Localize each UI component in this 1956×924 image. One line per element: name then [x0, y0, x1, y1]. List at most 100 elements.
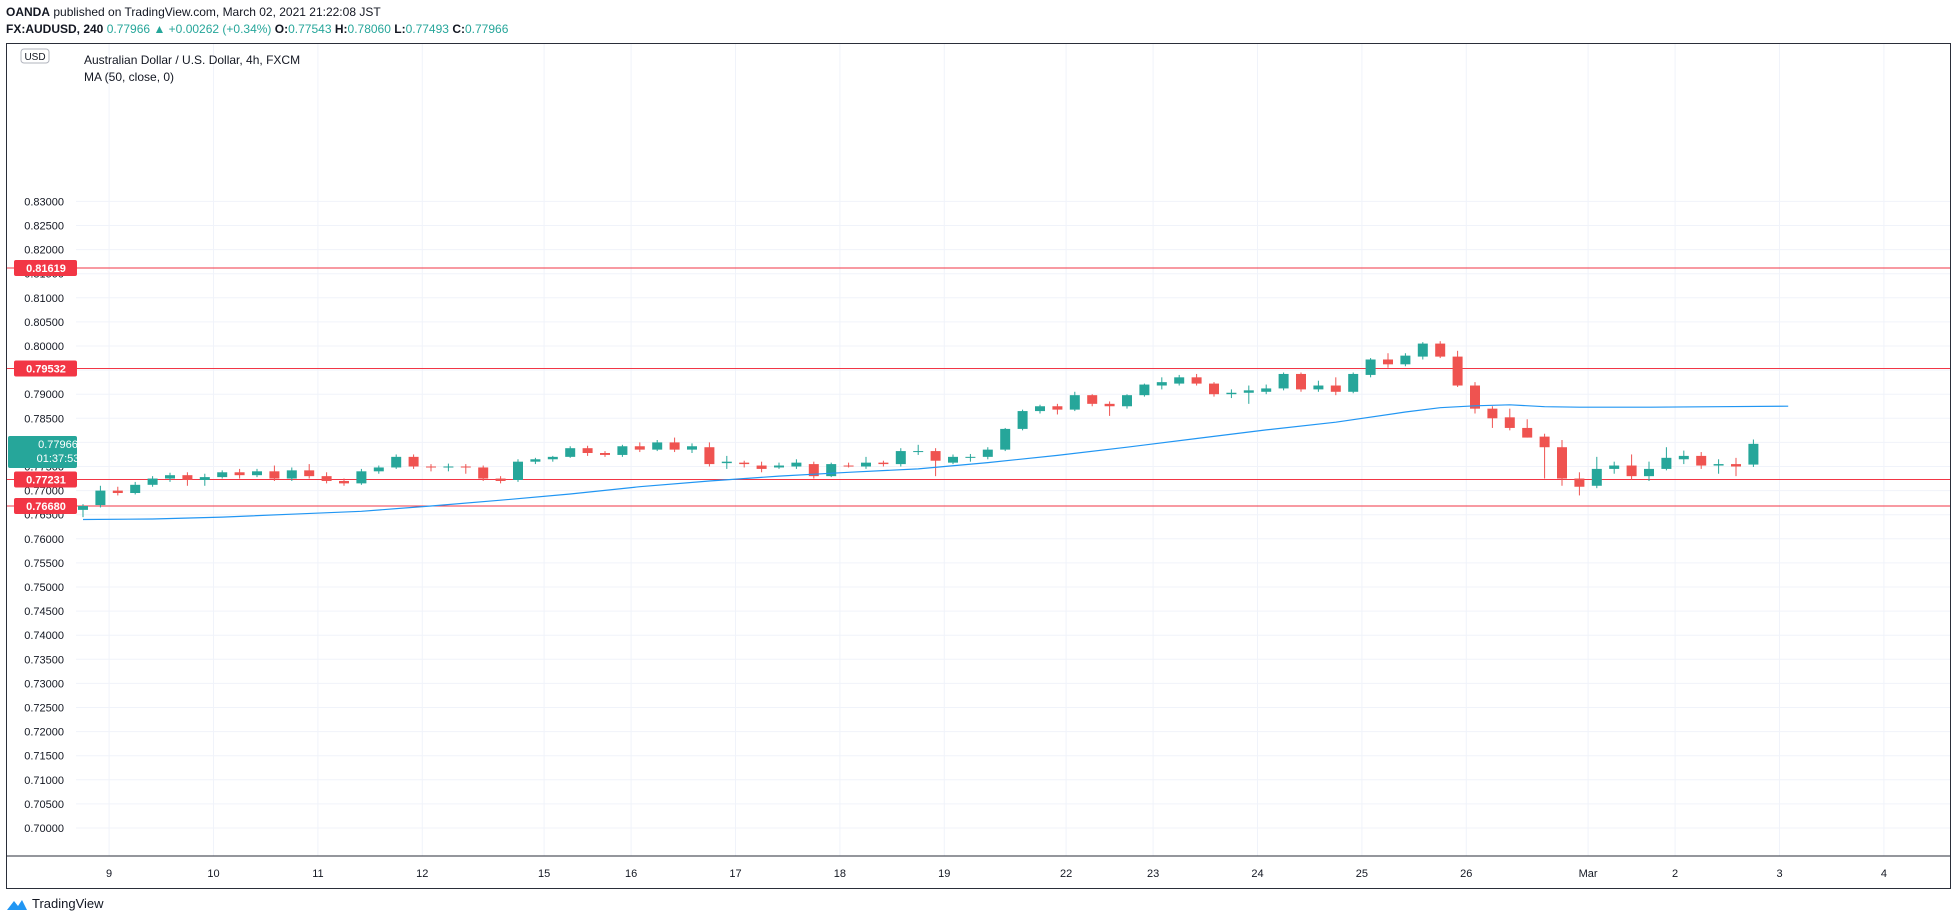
candle[interactable] [495, 476, 506, 484]
candle[interactable] [1069, 391, 1080, 412]
candle[interactable] [339, 478, 349, 486]
candle[interactable] [1644, 461, 1654, 481]
candle[interactable] [1313, 380, 1324, 392]
candle[interactable] [478, 465, 489, 481]
candle[interactable] [1000, 427, 1011, 452]
candle[interactable] [808, 461, 819, 479]
candle[interactable] [1383, 353, 1393, 368]
publisher-name[interactable]: OANDA [6, 5, 50, 19]
candle[interactable] [1278, 372, 1289, 391]
candle[interactable] [199, 473, 210, 486]
candle[interactable] [861, 456, 871, 469]
candle[interactable] [1296, 372, 1306, 392]
candle[interactable] [1191, 373, 1202, 386]
candle[interactable] [78, 504, 88, 518]
candle[interactable] [252, 468, 262, 478]
candle[interactable] [1522, 419, 1533, 438]
candles[interactable] [78, 341, 1759, 518]
candle[interactable] [1504, 408, 1515, 431]
footer-brand[interactable]: TradingView [6, 896, 104, 911]
candle[interactable] [1609, 461, 1620, 474]
candle[interactable] [565, 446, 576, 458]
candle[interactable] [1209, 382, 1219, 397]
candle[interactable] [234, 468, 245, 479]
candle[interactable] [1731, 457, 1741, 477]
candle[interactable] [1243, 385, 1254, 404]
candle[interactable] [95, 485, 106, 508]
candle[interactable] [356, 468, 367, 485]
candle[interactable] [913, 444, 924, 455]
legend-ma[interactable]: MA (50, close, 0) [84, 70, 174, 84]
candle[interactable] [1435, 341, 1446, 359]
candle[interactable] [130, 481, 141, 495]
candle[interactable] [878, 460, 889, 467]
symbol-interval[interactable]: FX:AUDUSD, 240 [6, 22, 104, 36]
candle[interactable] [721, 455, 732, 469]
candle[interactable] [1035, 404, 1045, 414]
candle[interactable] [1122, 394, 1132, 409]
candle[interactable] [373, 465, 384, 474]
candle[interactable] [1591, 456, 1602, 489]
candle[interactable] [704, 442, 715, 467]
candle[interactable] [1104, 401, 1115, 416]
candle[interactable] [895, 448, 906, 467]
candle[interactable] [652, 439, 663, 452]
candle[interactable] [634, 442, 645, 453]
candle[interactable] [165, 472, 175, 482]
candle[interactable] [1261, 384, 1272, 395]
candle[interactable] [1400, 353, 1411, 367]
candle[interactable] [843, 462, 854, 468]
candle[interactable] [217, 470, 228, 479]
candle[interactable] [756, 461, 767, 473]
candle[interactable] [182, 472, 193, 486]
candle[interactable] [1365, 358, 1376, 378]
candle[interactable] [1330, 377, 1341, 396]
currency-badge[interactable]: USD [20, 48, 50, 64]
candle[interactable] [669, 437, 680, 453]
candle[interactable] [1557, 439, 1567, 486]
candle[interactable] [965, 453, 976, 462]
candle[interactable] [687, 443, 697, 454]
price-chart[interactable]: 0.70000 0.70500 0.71000 0.71500 0.72000 0.725… [6, 43, 1951, 889]
candle[interactable] [791, 459, 802, 469]
candle[interactable] [1661, 447, 1672, 471]
candle[interactable] [1052, 403, 1063, 415]
candle[interactable] [1087, 394, 1098, 407]
horizontal-levels[interactable] [7, 267, 1950, 507]
candle[interactable] [1470, 382, 1480, 414]
candle[interactable] [1174, 374, 1185, 386]
candle[interactable] [930, 448, 941, 477]
candle[interactable] [617, 444, 628, 457]
candle[interactable] [147, 476, 158, 487]
candle[interactable] [1226, 389, 1237, 399]
candle[interactable] [1156, 377, 1167, 390]
candle[interactable] [982, 447, 993, 460]
candle[interactable] [1696, 452, 1707, 469]
candle[interactable] [1139, 383, 1150, 397]
candle[interactable] [1574, 472, 1585, 496]
candle[interactable] [269, 465, 280, 481]
candle[interactable] [1678, 450, 1689, 465]
candle[interactable] [1417, 342, 1428, 360]
candle[interactable] [1539, 433, 1550, 479]
candle[interactable] [1748, 439, 1759, 467]
candle[interactable] [600, 451, 610, 457]
candle[interactable] [1348, 372, 1359, 394]
ma-line[interactable] [82, 404, 1789, 521]
candle[interactable] [582, 445, 593, 456]
candle[interactable] [1452, 350, 1463, 387]
candle[interactable] [391, 454, 402, 469]
candle[interactable] [1626, 454, 1637, 480]
legend-title[interactable]: Australian Dollar / U.S. Dollar, 4h, FXC… [84, 53, 300, 67]
candle[interactable] [460, 464, 471, 474]
candle[interactable] [1713, 459, 1724, 474]
candle[interactable] [530, 457, 541, 465]
candle[interactable] [112, 486, 123, 496]
candle[interactable] [321, 472, 332, 484]
candle[interactable] [774, 462, 784, 469]
candle[interactable] [304, 464, 315, 479]
candle[interactable] [739, 460, 750, 468]
candle[interactable] [1017, 409, 1028, 431]
candle[interactable] [408, 454, 419, 469]
candle[interactable] [286, 467, 297, 481]
